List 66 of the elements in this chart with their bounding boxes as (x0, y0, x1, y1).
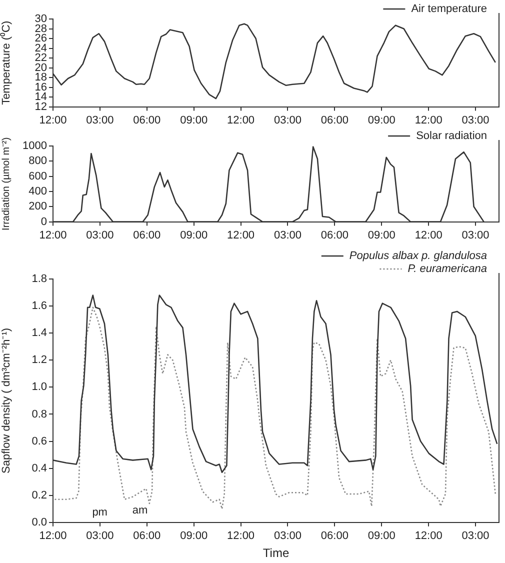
x-tick-label: 06:00 (320, 229, 348, 242)
y-axis-title: Irradiation (µmol m⁻²) (0, 137, 12, 231)
y-tick-label: 200 (28, 200, 47, 213)
x-tick-label: 06:00 (133, 229, 161, 242)
annotation: pm (92, 506, 108, 518)
y-tick-label: 0.0 (32, 516, 47, 528)
x-tick-label: 12:00 (414, 530, 442, 542)
y-tick-label: 14 (34, 91, 47, 104)
x-tick-label: 03:00 (462, 530, 490, 542)
x-tick-label: 09:00 (368, 114, 396, 126)
legend-label: Populus albax p. glandulosa (349, 250, 488, 262)
y-tick-label: 1000 (22, 140, 47, 152)
x-tick-label: 03:00 (86, 530, 114, 542)
x-tick-label: 09:00 (180, 229, 208, 242)
x-tick-label: 06:00 (320, 530, 348, 542)
x-tick-label: 03:00 (86, 229, 114, 242)
x-tick-label: 12:00 (227, 530, 255, 542)
y-tick-label: 0.8 (32, 408, 47, 420)
y-tick-label: 28 (34, 22, 47, 35)
x-tick-label: 09:00 (368, 530, 396, 542)
x-tick-label: 12:00 (227, 114, 255, 126)
x-tick-label: 12:00 (414, 229, 442, 242)
y-axis-title: Temperature (⁰C) (0, 20, 13, 105)
y-tick-label: 1.8 (32, 273, 47, 286)
x-tick-label: 06:00 (133, 114, 161, 126)
legend-label: Air temperature (411, 3, 488, 16)
x-tick-label: 03:00 (462, 114, 490, 126)
y-tick-label: 16 (34, 81, 47, 94)
x-tick-label: 12:00 (39, 229, 67, 242)
annotation: am (132, 504, 148, 516)
x-tick-label: 03:00 (462, 229, 490, 242)
y-tick-label: 0.6 (32, 435, 47, 448)
x-tick-label: 03:00 (274, 229, 302, 242)
y-tick-label: 1.4 (32, 327, 47, 340)
x-tick-label: 09:00 (368, 229, 396, 242)
x-tick-label: 12:00 (39, 114, 67, 126)
x-tick-label: 12:00 (39, 530, 67, 542)
y-tick-label: 0.2 (32, 489, 47, 502)
y-tick-label: 600 (28, 170, 47, 182)
y-tick-label: 20 (34, 62, 47, 74)
y-tick-label: 0 (40, 216, 47, 228)
y-tick-label: 30 (34, 13, 47, 26)
y-tick-label: 1.0 (32, 381, 47, 394)
x-tick-label: 12:00 (227, 229, 255, 242)
y-tick-label: 800 (28, 155, 47, 168)
y-tick-label: 24 (34, 42, 47, 54)
y-tick-label: 22 (34, 52, 47, 64)
x-tick-label: 03:00 (274, 530, 302, 542)
y-tick-label: 1.2 (32, 354, 47, 366)
y-tick-label: 18 (34, 72, 47, 84)
x-tick-label: 12:00 (414, 114, 442, 126)
y-tick-label: 26 (34, 32, 47, 45)
x-tick-label: 03:00 (274, 114, 302, 126)
y-tick-label: 12 (34, 100, 47, 113)
y-axis-title: Sapflow density ( dm³cm⁻²h⁻¹) (0, 328, 13, 474)
x-tick-label: 06:00 (320, 114, 348, 126)
y-tick-label: 1.6 (32, 300, 47, 312)
y-tick-label: 400 (28, 186, 47, 198)
legend-label: P. euramericana (408, 263, 488, 276)
x-tick-label: 03:00 (86, 114, 114, 126)
x-tick-label: 09:00 (180, 114, 208, 126)
legend-label: Solar radiation (416, 130, 488, 142)
y-tick-label: 0.4 (32, 462, 47, 474)
x-axis-title: Time (262, 546, 290, 560)
x-tick-label: 06:00 (133, 530, 161, 542)
x-tick-label: 09:00 (180, 530, 208, 542)
